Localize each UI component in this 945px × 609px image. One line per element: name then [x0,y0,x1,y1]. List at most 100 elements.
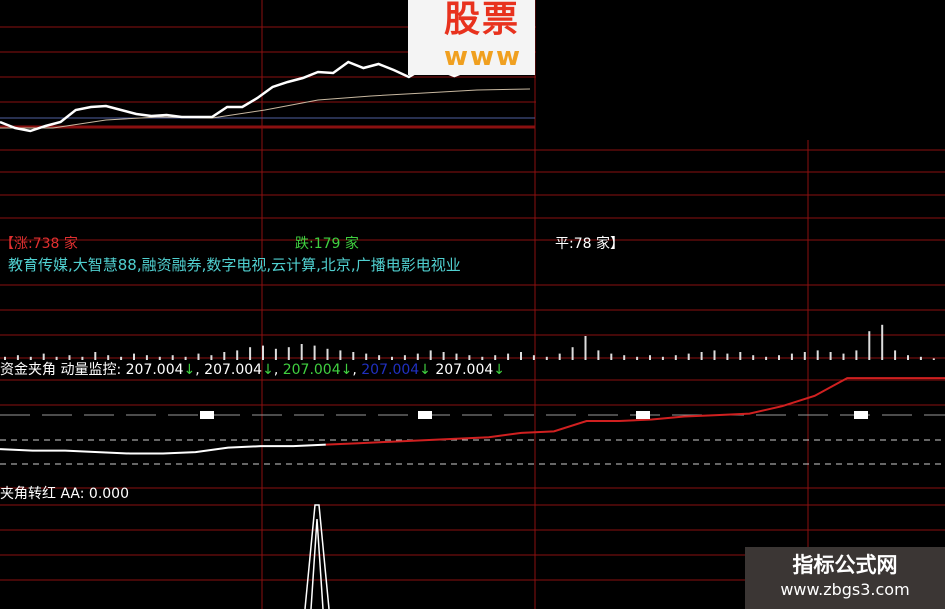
flat-count: 平:78 家】 [555,236,624,252]
fall-count: 跌:179 家 [295,236,359,252]
volume-bar [597,350,600,360]
volume-bar [236,350,239,360]
volume-bar [16,355,19,360]
volume-bar [29,356,32,360]
volume-bar [197,353,200,360]
volume-bar [81,356,84,360]
volume-bar [674,355,677,360]
volume-bar [468,355,471,360]
volume-bar [649,355,651,360]
watermark-url: www.zbgs3.com [780,580,910,599]
volume-bar [752,355,755,360]
logo-text-cn: 股票 [444,0,521,40]
indicator1-value: 207.004 [282,362,341,378]
indicator1-value: 207.004 [125,362,184,378]
volume-bar [300,344,303,360]
volume-bar [391,356,393,360]
signal-marker [418,411,432,419]
rise-count: 【涨:738 家 [0,236,78,252]
volume-bar [365,353,368,360]
volume-bar [184,356,187,360]
volume-bar [42,353,45,360]
down-arrow-icon: ↓ [340,362,353,378]
volume-bar [545,356,548,360]
volume-bar [739,352,742,360]
volume-bar [481,356,484,360]
volume-bar [416,353,419,360]
volume-bar [829,352,832,360]
volume-bar [855,350,858,360]
watermark: 指标公式网 www.zbgs3.com [745,547,945,609]
volume-bar [520,352,522,360]
down-arrow-icon: ↓ [183,362,196,378]
indicator-line-white [0,443,326,455]
volume-bar [610,353,613,360]
volume-bar [94,352,97,360]
volume-bar [4,356,6,360]
volume-bar [171,355,174,360]
logo: 股票 www [408,0,535,75]
volume-bar [532,355,535,360]
volume-bar [907,355,909,360]
indicator2-label: 夹角转红 AA: 0.000 [0,486,129,502]
average-price-line [0,88,531,129]
volume-bar [636,356,639,360]
volume-bar [133,353,135,360]
volume-bar [661,356,664,360]
volume-bar [120,356,123,360]
signal-spike-inner [310,518,324,609]
volume-bar [55,356,58,360]
volume-bar [623,355,626,360]
volume-bar [881,324,884,360]
volume-bar [919,356,922,360]
signal-spike [304,504,330,609]
indicator-line-red [325,377,945,446]
volume-bar [313,345,316,360]
volume-bar [145,355,148,360]
volume-bar [778,355,780,360]
down-arrow-icon: ↓ [493,362,505,378]
volume-bar [842,353,845,360]
volume-bar [558,353,561,360]
volume-bar [287,347,290,360]
volume-bar [339,350,342,360]
volume-bar [352,352,355,360]
volume-bar [249,347,252,360]
volume-bar [403,355,406,360]
volume-bar [107,355,110,360]
volume-bar [494,355,497,360]
volume-bar [816,350,819,360]
volume-bar [803,352,806,360]
volume-bar [584,336,587,360]
sector-list: 教育传媒,大智慧88,融资融券,数字电视,云计算,北京,广播电影电视业 [8,256,461,274]
signal-marker [636,411,650,419]
volume-bar [932,358,935,360]
volume-bar [274,348,277,360]
signal-marker [200,411,214,419]
volume-bar [455,353,458,360]
volume-bar [713,350,716,360]
indicator1-label: 资金夹角 动量监控: [0,362,122,378]
volume-bar [429,350,432,360]
watermark-title: 指标公式网 [792,553,898,577]
indicator1-value: 207.004 [435,362,494,378]
signal-marker [854,411,868,419]
volume-bar [68,355,71,360]
volume-bar [894,350,897,360]
volume-bar [507,353,510,360]
down-arrow-icon: ↓ [262,362,274,378]
overlay-panel [536,0,945,140]
volume-bar [868,331,871,360]
volume-bar [223,352,226,360]
down-arrow-icon: ↓ [419,362,431,378]
volume-bar [262,345,264,360]
volume-bar [158,356,161,360]
volume-bar [700,352,703,360]
volume-bar [378,355,381,360]
volume-bar [765,356,768,360]
logo-text-www: www [444,42,523,72]
volume-bar [790,353,793,360]
volume-bar [687,353,690,360]
